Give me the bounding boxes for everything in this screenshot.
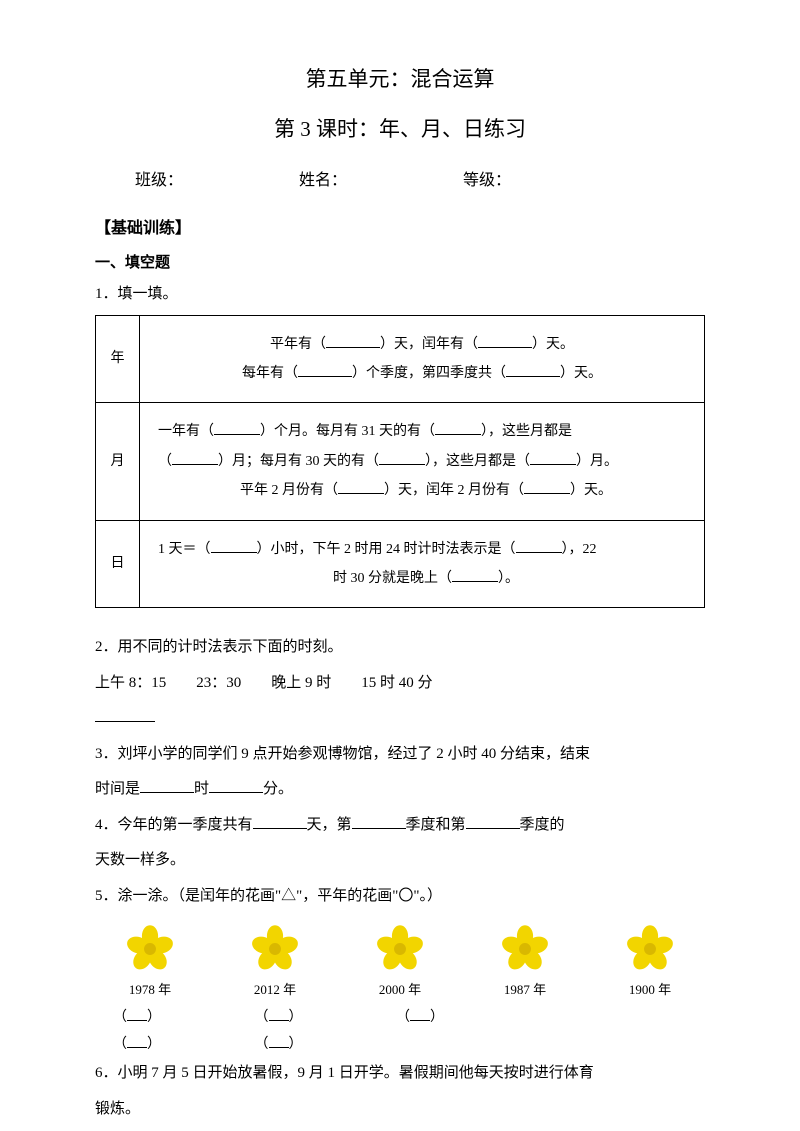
q2-items: 上午 8：15 23：30 晚上 9 时 15 时 40 分 (95, 668, 705, 700)
blank[interactable] (506, 363, 560, 377)
q4-line1: 4．今年的第一季度共有天，第季度和第季度的 (95, 810, 705, 842)
q5-prompt: 5．涂一涂。（是闰年的花画"△"，平年的花画"〇"。） (95, 881, 705, 913)
flower-item: 2012 年 (230, 922, 320, 1003)
q3-line1: 3．刘坪小学的同学们 9 点开始参观博物馆，经过了 2 小时 40 分结束，结束 (95, 739, 705, 771)
blank[interactable] (326, 334, 380, 348)
blank[interactable] (435, 421, 481, 435)
blank[interactable] (127, 1034, 147, 1048)
q2-answer-line[interactable] (95, 703, 705, 735)
blank[interactable] (466, 814, 520, 829)
blank[interactable] (298, 363, 352, 377)
q2-prompt: 2．用不同的计时法表示下面的时刻。 (95, 632, 705, 664)
flower-year: 1987 年 (480, 978, 570, 1003)
row-head-day: 日 (96, 520, 140, 608)
answer-row-1: （） （） （） (95, 1005, 705, 1032)
flower-item: 1900 年 (605, 922, 695, 1003)
flower-icon[interactable] (623, 922, 677, 976)
section-base-training: 【基础训练】 (95, 214, 705, 244)
blank[interactable] (209, 778, 263, 793)
flower-year: 1978 年 (105, 978, 195, 1003)
blank[interactable] (516, 539, 562, 553)
flower-item: 1987 年 (480, 922, 570, 1003)
flower-year: 2000 年 (355, 978, 445, 1003)
blank[interactable] (214, 421, 260, 435)
blank[interactable] (530, 451, 576, 465)
q3-line2: 时间是时分。 (95, 774, 705, 806)
blank[interactable] (253, 814, 307, 829)
q6-line1: 6．小明 7 月 5 日开始放暑假，9 月 1 日开学。暑假期间他每天按时进行体… (95, 1058, 705, 1090)
cell-year: 平年有（）天，闰年有（）天。 每年有（）个季度，第四季度共（）天。 (140, 315, 705, 403)
flower-icon[interactable] (123, 922, 177, 976)
flower-icon[interactable] (498, 922, 552, 976)
flower-year: 1900 年 (605, 978, 695, 1003)
q6-line2: 锻炼。 (95, 1094, 705, 1126)
cell-day: 1 天＝（）小时，下午 2 时用 24 时计时法表示是（），22 时 30 分就… (140, 520, 705, 608)
flower-item: 2000 年 (355, 922, 445, 1003)
name-label[interactable]: 姓名： (299, 166, 459, 196)
blank[interactable] (379, 451, 425, 465)
blank[interactable] (269, 1034, 289, 1048)
q1-prompt: 1．填一填。 (95, 279, 705, 311)
flower-year: 2012 年 (230, 978, 320, 1003)
row-head-year: 年 (96, 315, 140, 403)
blank[interactable] (452, 568, 498, 582)
answer-row-2: （） （） (95, 1032, 705, 1059)
lesson-title: 第 3 课时：年、月、日练习 (95, 110, 705, 150)
blank[interactable] (338, 480, 384, 494)
blank[interactable] (140, 778, 194, 793)
row-head-month: 月 (96, 403, 140, 520)
class-label[interactable]: 班级： (135, 166, 295, 196)
flower-icon[interactable] (248, 922, 302, 976)
grade-label[interactable]: 等级： (463, 166, 511, 196)
student-info-line: 班级： 姓名： 等级： (95, 166, 705, 196)
q4-line2: 天数一样多。 (95, 845, 705, 877)
blank[interactable] (127, 1007, 147, 1021)
blank[interactable] (524, 480, 570, 494)
blank[interactable] (478, 334, 532, 348)
cell-month: 一年有（）个月。每月有 31 天的有（），这些月都是 （）月；每月有 30 天的… (140, 403, 705, 520)
section-fill-blank: 一、填空题 (95, 249, 705, 278)
blank[interactable] (352, 814, 406, 829)
flower-item: 1978 年 (105, 922, 195, 1003)
blank[interactable] (410, 1007, 430, 1021)
unit-title: 第五单元：混合运算 (95, 60, 705, 100)
blank[interactable] (211, 539, 257, 553)
blank[interactable] (269, 1007, 289, 1021)
flower-icon[interactable] (373, 922, 427, 976)
blank[interactable] (172, 451, 218, 465)
q1-table: 年 平年有（）天，闰年有（）天。 每年有（）个季度，第四季度共（）天。 月 一年… (95, 315, 705, 609)
flower-row: 1978 年 2012 年 2000 年 1987 年 1900 年 (95, 916, 705, 1003)
